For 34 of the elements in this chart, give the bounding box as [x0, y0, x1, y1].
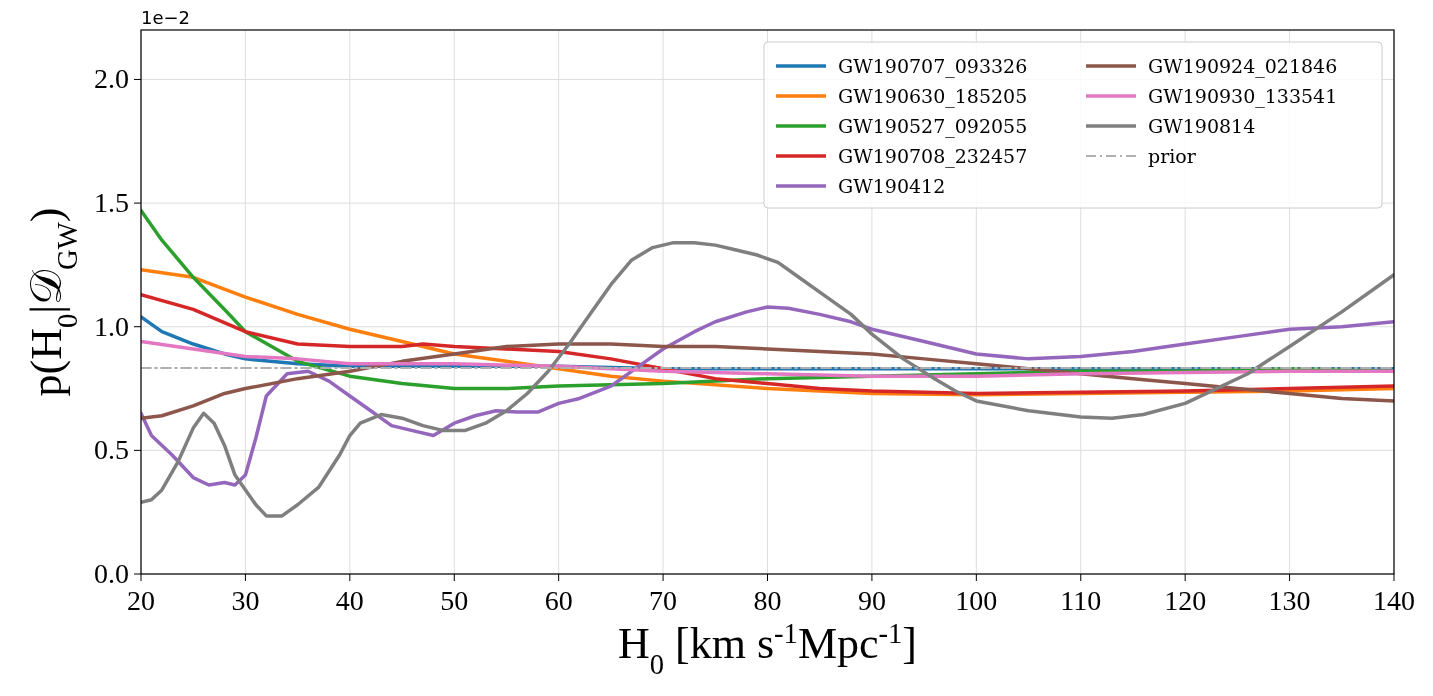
x-tick-label: 50: [440, 585, 469, 616]
y-tick-label: 1.5: [94, 187, 129, 219]
x-tick-label: 90: [857, 585, 886, 616]
x-tick-label: 110: [1060, 585, 1102, 616]
x-tick-label: 80: [753, 585, 782, 616]
line-series: [141, 240, 1394, 518]
line-series: [141, 342, 1394, 420]
line-series: [141, 305, 1394, 487]
x-tick-label: 130: [1268, 585, 1311, 616]
x-tick-label: 70: [649, 585, 678, 616]
legend-label: GW190412: [838, 175, 946, 197]
x-tick-label: 40: [335, 585, 364, 616]
legend-label: GW190527_092055: [838, 115, 1028, 138]
x-tick-label: 120: [1164, 585, 1207, 616]
legend-label: GW190708_232457: [838, 145, 1028, 168]
legend-label: prior: [1148, 145, 1197, 167]
x-axis-title: H$_{0}$ [km s$^{-1}$Mpc$^{-1}$]: [617, 617, 918, 680]
y-tick-label: 2.0: [94, 63, 129, 95]
line-series: [141, 292, 1394, 396]
y-tick-label: 0.5: [94, 434, 129, 466]
legend-label: GW190814: [1148, 115, 1256, 137]
x-tick-label: 20: [127, 585, 155, 616]
legend-label: GW190924_021846: [1148, 55, 1338, 78]
y-tick-label: 0.0: [94, 558, 129, 589]
legend-label: GW190930_133541: [1148, 85, 1338, 108]
line-series: [141, 339, 1394, 378]
text: 1e−2: [141, 7, 191, 28]
x-tick-label: 30: [231, 585, 260, 616]
legend-label: GW190707_093326: [838, 55, 1028, 78]
x-tick-label: 60: [544, 585, 573, 616]
x-tick-label: 140: [1373, 585, 1415, 616]
legend-label: GW190630_185205: [838, 85, 1028, 108]
y-tick-label: 1.0: [94, 310, 129, 342]
x-tick-label: 100: [955, 585, 998, 616]
